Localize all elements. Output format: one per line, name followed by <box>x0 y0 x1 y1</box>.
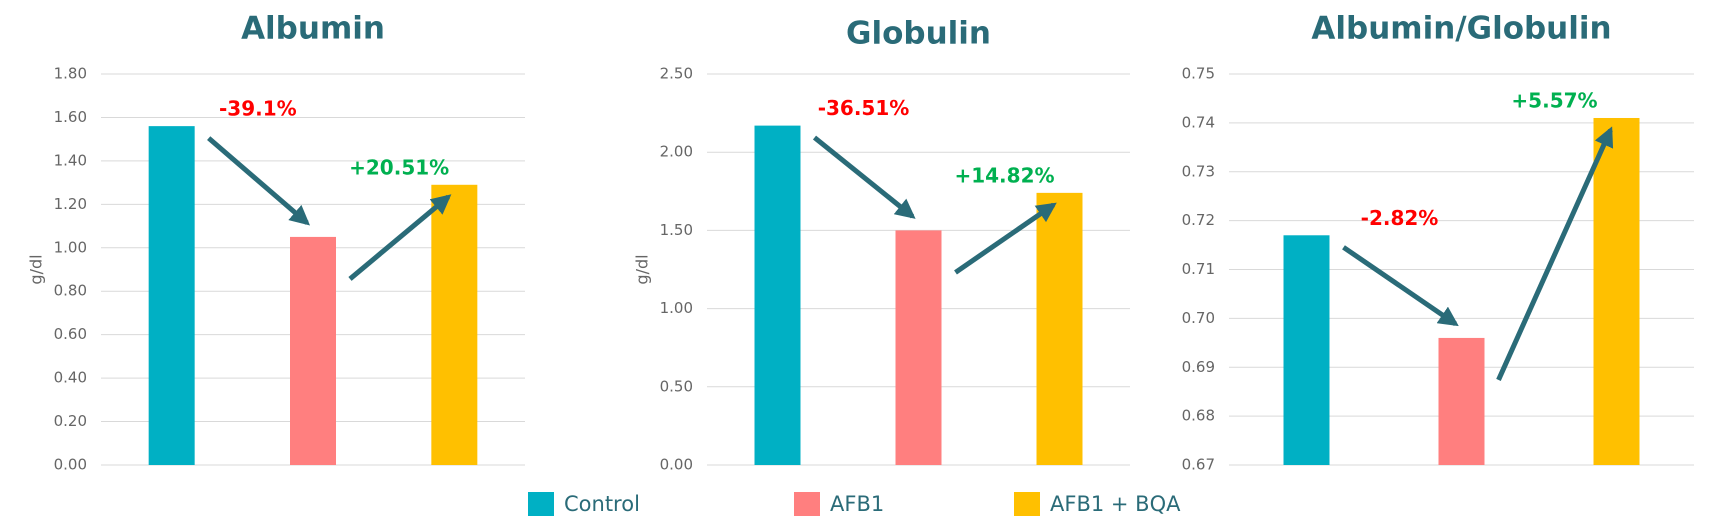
bar <box>431 184 478 466</box>
y-tick-label: 0.70 <box>1182 309 1215 327</box>
y-tick-label: 0.71 <box>1182 260 1215 278</box>
y-tick-label: 0.69 <box>1182 358 1215 376</box>
y-tick-label: 1.60 <box>54 108 87 126</box>
y-axis-label: g/dl <box>633 254 652 284</box>
bar <box>895 230 942 465</box>
bar <box>290 236 336 465</box>
bar <box>1593 117 1640 466</box>
change-annotation: +5.57% <box>1511 88 1597 112</box>
change-annotation: -2.82% <box>1361 206 1439 230</box>
bar <box>1036 192 1083 465</box>
y-tick-label: 0.60 <box>54 325 87 343</box>
y-tick-label: 1.80 <box>54 65 87 83</box>
trend-arrow <box>1496 126 1614 381</box>
y-tick-label: 0.74 <box>1182 113 1215 131</box>
y-tick-label: 2.00 <box>660 143 693 161</box>
chart-title: Albumin <box>241 11 385 47</box>
y-tick-label: 0.80 <box>54 282 87 300</box>
y-tick-label: 0.73 <box>1182 162 1215 180</box>
trend-arrow <box>207 136 311 226</box>
trend-arrow <box>954 202 1057 275</box>
chart-title: Albumin/Globulin <box>1311 11 1611 47</box>
y-tick-label: 1.00 <box>54 238 87 256</box>
y-tick-label: 0.75 <box>1182 65 1215 83</box>
bar <box>148 126 195 465</box>
y-tick-label: 1.50 <box>660 221 693 239</box>
y-tick-label: 0.00 <box>660 456 693 474</box>
y-tick-label: 0.00 <box>54 456 87 474</box>
legend-label: AFB1 <box>830 492 884 516</box>
y-tick-label: 0.20 <box>54 412 87 430</box>
y-tick-label: 1.40 <box>54 151 87 169</box>
y-tick-label: 0.40 <box>54 369 87 387</box>
change-annotation: +14.82% <box>954 163 1054 187</box>
legend-swatch <box>794 492 820 516</box>
change-annotation: +20.51% <box>349 155 449 179</box>
y-tick-label: 2.50 <box>660 65 693 83</box>
y-tick-label: 0.72 <box>1182 211 1215 229</box>
bar <box>754 125 801 465</box>
y-tick-label: 1.00 <box>660 299 693 317</box>
trend-arrow <box>1342 245 1459 327</box>
y-tick-label: 0.68 <box>1182 407 1215 425</box>
y-axis-label: g/dl <box>27 254 46 284</box>
legend-swatch <box>1014 492 1040 516</box>
legend-swatch <box>528 492 554 516</box>
y-tick-label: 0.50 <box>660 377 693 395</box>
bar <box>1283 235 1330 465</box>
y-tick-label: 1.20 <box>54 195 87 213</box>
legend-label: AFB1 + BQA <box>1050 492 1181 516</box>
change-annotation: -39.1% <box>219 97 297 121</box>
trend-arrow <box>348 194 452 281</box>
bar <box>1438 337 1485 465</box>
y-tick-label: 0.67 <box>1182 456 1215 474</box>
chart-title: Globulin <box>846 16 991 52</box>
change-annotation: -36.51% <box>818 96 910 120</box>
legend-label: Control <box>564 492 640 516</box>
trend-arrow <box>812 135 916 219</box>
